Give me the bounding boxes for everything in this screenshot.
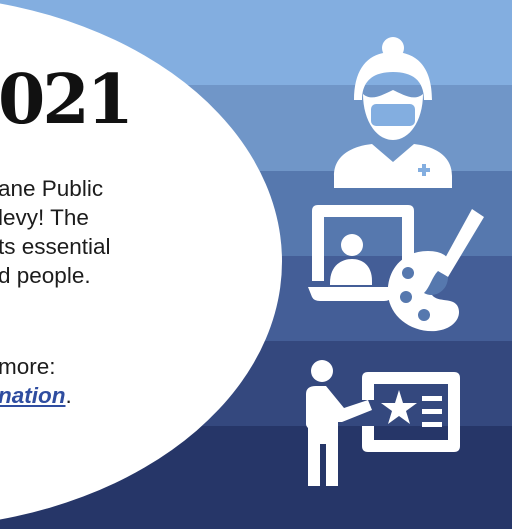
headline-year: 021 — [0, 60, 134, 140]
teach-icon — [306, 360, 460, 486]
body-line-2: levy! The — [0, 205, 89, 230]
nurse-icon — [334, 37, 452, 188]
body-paragraph: ane Public levy! The ts essential d peop… — [0, 174, 111, 290]
body-line-3: ts essential — [0, 234, 111, 259]
link-suffix: . — [65, 383, 72, 408]
more-link-line: nation. — [0, 381, 72, 410]
more-info-link[interactable]: nation — [0, 383, 66, 408]
body-line-1: ane Public — [0, 176, 104, 201]
more-info-paragraph: more: nation. — [0, 352, 72, 410]
art-icon — [308, 205, 484, 332]
more-label: more: — [0, 354, 56, 379]
body-line-4: d people. — [0, 263, 91, 288]
